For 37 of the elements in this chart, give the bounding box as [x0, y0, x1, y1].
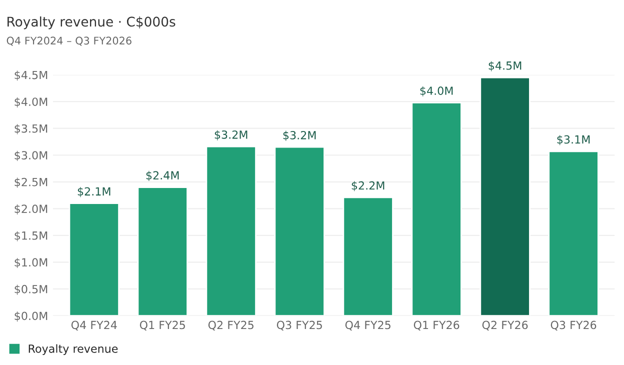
y-tick-label: $2.0M: [14, 204, 48, 215]
data-label: $2.2M: [352, 181, 384, 192]
chart-subtitle: Q4 FY2024 – Q3 FY2026: [6, 36, 132, 46]
y-tick-label: $2.5M: [14, 178, 48, 188]
y-tick-label: $0.5M: [14, 284, 48, 295]
data-label: $2.4M: [146, 170, 179, 182]
y-tick-label: $1.5M: [14, 231, 48, 242]
data-label: $4.5M: [488, 61, 522, 72]
bar: [548, 150, 599, 316]
bar: [68, 202, 120, 316]
bar: [342, 196, 394, 316]
y-tick-label: $3.0M: [14, 150, 48, 161]
x-tick-label: Q3 FY26: [550, 320, 596, 330]
y-tick-label: $4.5M: [14, 70, 48, 81]
y-tick-label: $0.0M: [14, 312, 48, 322]
x-tick-label: Q3 FY25: [276, 320, 322, 330]
data-label: $4.0M: [420, 86, 453, 96]
data-label: $3.2M: [214, 130, 248, 140]
y-tick-label: $4.0M: [14, 97, 48, 108]
x-tick-label: Q4 FY25: [345, 320, 390, 330]
data-label: $2.1M: [78, 186, 110, 198]
y-tick-label: $1.0M: [14, 258, 48, 268]
chart-title: Royalty revenue · C$000s: [8, 16, 176, 30]
x-tick-label: Q4 FY24: [71, 320, 117, 330]
data-label: $3.2M: [283, 130, 316, 141]
data-label: $3.1M: [557, 135, 590, 146]
x-tick-label: Q1 FY26: [414, 320, 460, 330]
bar: [274, 146, 325, 316]
bar: [137, 186, 188, 316]
bar: [411, 102, 462, 316]
bar: [480, 76, 530, 316]
x-tick-label: Q2 FY25: [208, 320, 254, 330]
bar: [206, 146, 256, 316]
x-tick-label: Q2 FY26: [482, 320, 528, 330]
y-tick-label: $3.5M: [14, 124, 48, 134]
x-tick-label: Q1 FY25: [140, 320, 185, 330]
legend-label: Royalty revenue: [28, 344, 118, 355]
